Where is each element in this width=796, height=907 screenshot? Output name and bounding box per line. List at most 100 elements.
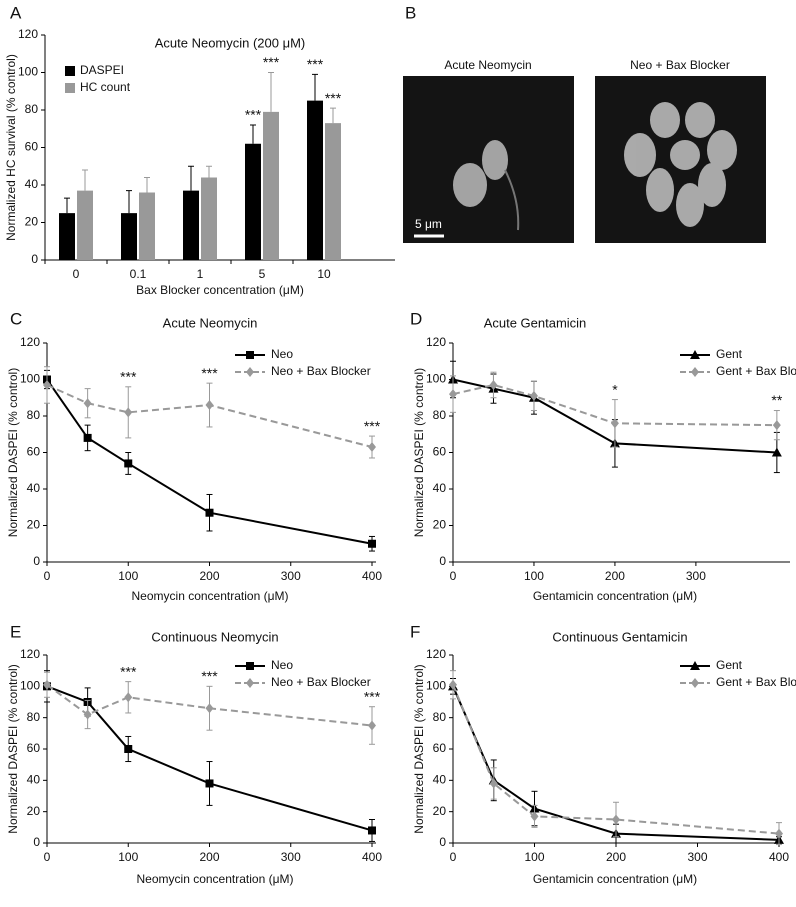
scale-bar-label: 5 μm (415, 217, 442, 231)
y-axis-label: Normalized DASPEI (% control) (412, 664, 426, 833)
legend-label: Neo + Bax Blocker (271, 364, 371, 378)
series-line (46, 384, 373, 448)
legend-label: Gent (716, 347, 743, 361)
legend-label: Gent (716, 658, 743, 672)
y-tick-label: 60 (27, 445, 41, 459)
y-tick-label: 40 (27, 481, 41, 495)
y-tick-label: 40 (433, 773, 447, 787)
marker (205, 703, 214, 714)
marker (612, 814, 620, 825)
marker (83, 433, 92, 442)
y-tick-label: 60 (433, 445, 447, 459)
marker (530, 811, 539, 822)
marker (83, 398, 92, 409)
panel-label: E (10, 622, 21, 641)
x-tick-label: 400 (769, 850, 789, 864)
y-tick-label: 120 (426, 335, 446, 349)
marker (246, 678, 254, 688)
x-tick-label: 300 (281, 569, 301, 583)
y-tick-label: 120 (20, 335, 40, 349)
significance: * (612, 381, 618, 397)
marker (124, 745, 133, 753)
panel-label: C (10, 309, 22, 328)
y-tick-label: 0 (33, 554, 40, 568)
marker (610, 418, 619, 429)
x-tick-label: 400 (362, 850, 382, 864)
marker (368, 826, 376, 835)
significance: *** (201, 365, 218, 381)
y-tick-label: 20 (27, 804, 41, 818)
y-axis-label: Normalized DASPEI (% control) (412, 368, 426, 537)
significance: *** (120, 369, 137, 385)
x-tick-label: 0 (450, 850, 457, 864)
x-axis-label: Bax Blocker concentration (μM) (136, 283, 304, 297)
y-tick-label: 60 (27, 741, 41, 755)
y-tick-label: 120 (426, 647, 446, 661)
y-tick-label: 40 (25, 177, 39, 191)
marker (205, 779, 214, 788)
y-axis-label: Normalized HC survival (% control) (4, 54, 18, 241)
marker (124, 459, 133, 468)
panel-label: D (410, 309, 422, 328)
bar (77, 190, 93, 260)
x-tick-label: 400 (362, 569, 382, 583)
chart-title: Acute Neomycin (200 μM) (155, 35, 306, 50)
y-tick-label: 80 (25, 102, 39, 116)
chart-title: Acute Neomycin (163, 315, 258, 330)
significance: *** (263, 54, 280, 70)
marker (368, 720, 376, 731)
marker (529, 390, 538, 401)
image-panel: B Acute Neomycin Neo + Bax Blocker 5 μm (403, 3, 766, 243)
x-tick-label: 1 (197, 267, 204, 281)
legend-label: Neo + Bax Blocker (271, 675, 371, 689)
y-tick-label: 100 (20, 372, 40, 386)
significance: *** (201, 668, 218, 684)
significance: *** (364, 688, 381, 704)
marker (771, 447, 782, 457)
x-tick-label: 0.1 (130, 267, 147, 281)
y-tick-label: 0 (439, 835, 446, 849)
marker (83, 709, 92, 720)
bar (201, 177, 217, 260)
significance: ** (771, 392, 782, 408)
x-tick-label: 200 (199, 850, 219, 864)
y-tick-label: 0 (33, 835, 40, 849)
marker (691, 678, 699, 688)
y-tick-label: 80 (433, 408, 447, 422)
marker (690, 350, 700, 359)
marker (772, 420, 781, 431)
y-axis-label: Normalized DASPEI (% control) (6, 368, 20, 537)
significance: *** (307, 56, 324, 72)
marker (43, 379, 51, 390)
x-tick-label: 200 (605, 569, 625, 583)
image-title: Neo + Bax Blocker (630, 58, 730, 72)
legend-swatch (65, 66, 75, 76)
marker (449, 679, 457, 690)
x-tick-label: 100 (118, 850, 138, 864)
y-tick-label: 40 (433, 481, 447, 495)
marker (368, 442, 376, 453)
x-tick-label: 300 (687, 850, 707, 864)
x-axis-label: Neomycin concentration (μM) (132, 589, 289, 603)
chart-title: Continuous Gentamicin (552, 629, 687, 644)
legend-label: Neo (271, 658, 293, 672)
y-tick-label: 100 (18, 65, 38, 79)
x-tick-label: 0 (44, 569, 51, 583)
y-tick-label: 80 (27, 710, 41, 724)
y-tick-label: 100 (426, 679, 446, 693)
marker (691, 367, 699, 377)
y-axis-label: Normalized DASPEI (% control) (6, 664, 20, 833)
significance: *** (364, 418, 381, 434)
bar (307, 100, 323, 260)
legend-swatch (65, 83, 75, 93)
legend-label: DASPEI (80, 63, 124, 77)
bar (325, 123, 341, 260)
bar (245, 143, 261, 260)
x-tick-label: 200 (199, 569, 219, 583)
chart-title: Continuous Neomycin (151, 629, 278, 644)
x-tick-label: 0 (450, 569, 457, 583)
x-tick-label: 100 (524, 850, 544, 864)
y-tick-label: 120 (18, 27, 38, 41)
y-tick-label: 60 (25, 140, 39, 154)
y-tick-label: 80 (27, 408, 41, 422)
